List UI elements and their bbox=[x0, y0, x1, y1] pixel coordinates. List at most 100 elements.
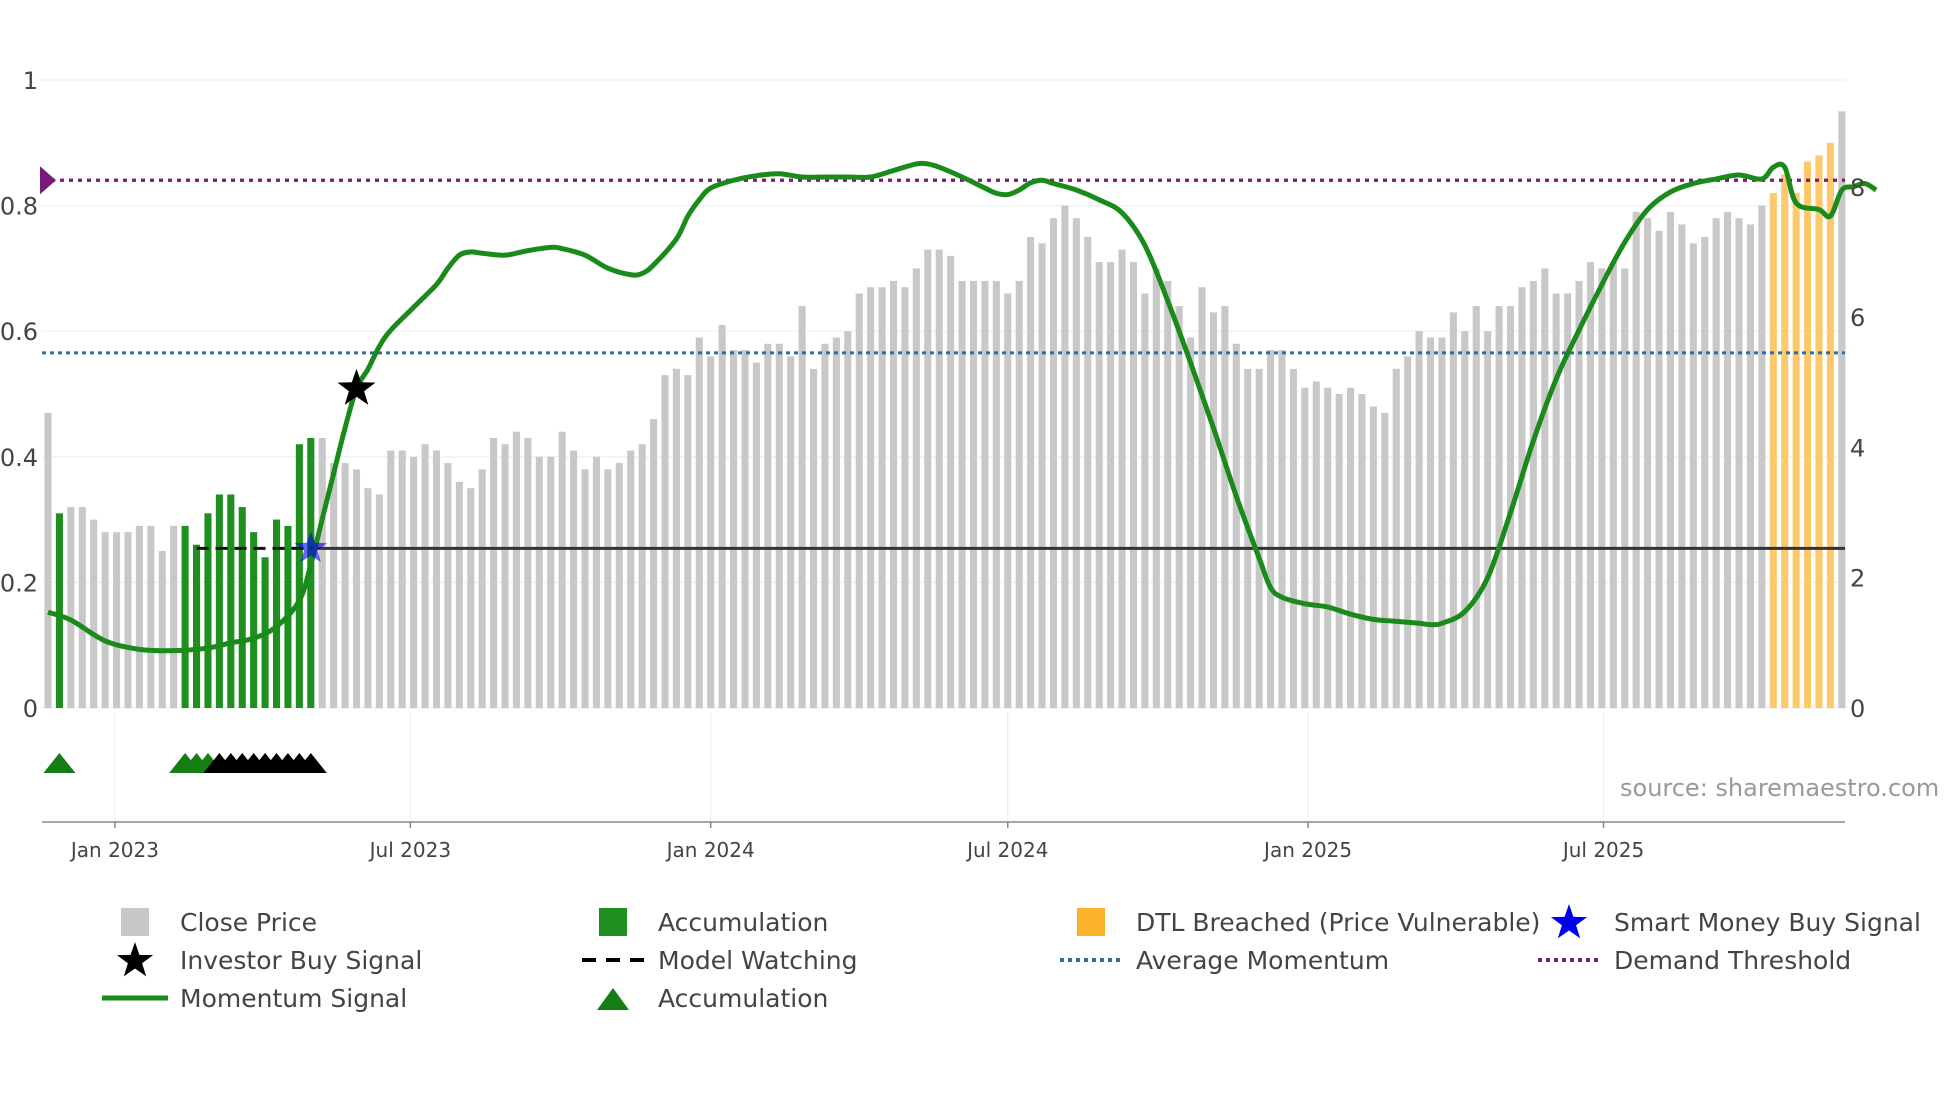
close-price-bar bbox=[375, 494, 383, 708]
close-price-bar bbox=[410, 456, 418, 708]
right-axis-tick: 0 bbox=[1850, 695, 1865, 723]
close-price-bar bbox=[1564, 293, 1572, 708]
close-price-bar bbox=[1472, 306, 1480, 708]
left-axis-tick: 0.8 bbox=[0, 193, 38, 221]
close-price-bar bbox=[524, 437, 532, 708]
close-price-bar bbox=[718, 324, 726, 708]
close-price-bar bbox=[1495, 306, 1503, 708]
x-axis-tick: Jan 2025 bbox=[1262, 838, 1352, 862]
close-price-bar bbox=[1232, 343, 1240, 708]
demand-threshold-marker bbox=[40, 166, 56, 195]
accumulation-bar bbox=[272, 519, 281, 708]
close-price-bar bbox=[935, 249, 943, 708]
close-price-bar bbox=[1529, 280, 1537, 708]
close-price-bar bbox=[1735, 218, 1743, 708]
close-price-bar bbox=[1369, 406, 1377, 708]
close-price-bar bbox=[101, 532, 109, 708]
close-price-bar bbox=[1267, 350, 1275, 708]
right-axis-tick: 8 bbox=[1850, 174, 1865, 202]
accumulation-bar bbox=[192, 544, 201, 708]
close-price-bar bbox=[1164, 280, 1172, 708]
close-price-bar bbox=[809, 368, 818, 708]
dtl-breached-bar bbox=[1792, 193, 1800, 709]
close-price-bar bbox=[844, 331, 852, 708]
close-price-bar bbox=[113, 532, 121, 708]
close-price-bar bbox=[1381, 412, 1389, 708]
close-price-bar bbox=[1004, 293, 1012, 708]
close-price-bar bbox=[787, 356, 795, 708]
close-price-bar bbox=[1518, 287, 1526, 708]
close-price-bar bbox=[1746, 224, 1754, 708]
x-axis-tick: Jul 2025 bbox=[1561, 838, 1644, 862]
close-price-bar bbox=[78, 507, 86, 708]
close-price-bar bbox=[444, 463, 452, 708]
close-price-bar bbox=[547, 456, 555, 708]
close-price-bar bbox=[924, 249, 932, 708]
close-price-bar bbox=[855, 293, 863, 708]
close-price-bar bbox=[650, 419, 658, 708]
close-price-bar bbox=[352, 469, 361, 708]
close-price-bar bbox=[170, 525, 178, 708]
close-price-bar bbox=[1129, 262, 1137, 708]
close-price-bar bbox=[1027, 237, 1035, 708]
close-price-bar bbox=[1049, 218, 1058, 708]
accumulation-bar bbox=[204, 513, 212, 708]
close-price-bar bbox=[775, 343, 783, 708]
close-price-bar bbox=[912, 268, 920, 708]
close-price-bar bbox=[512, 431, 521, 708]
reference-lines bbox=[40, 166, 1845, 550]
close-price-bar bbox=[432, 450, 441, 708]
left-axis-tick: 0 bbox=[23, 695, 38, 723]
close-price-bar bbox=[672, 368, 680, 708]
close-price-bar bbox=[1152, 268, 1160, 708]
close-price-bar bbox=[581, 469, 589, 708]
dtl-breached-bar bbox=[1769, 193, 1777, 709]
close-price-bar bbox=[1678, 224, 1686, 708]
close-price-bar bbox=[535, 456, 543, 708]
close-price-bar bbox=[1141, 293, 1149, 708]
dtl-breached-bar bbox=[1826, 142, 1834, 709]
close-price-bar bbox=[764, 343, 772, 708]
close-price-bar bbox=[1289, 368, 1297, 708]
close-price-bar bbox=[741, 350, 749, 708]
axes: 0 0.2 0.4 0.6 0.8 1 0 2 4 6 8 Jan 2023 Jul 2023 Jan 2… bbox=[0, 67, 1865, 862]
close-price-bar bbox=[501, 444, 509, 708]
close-price-bar bbox=[1552, 293, 1560, 708]
close-price-bar bbox=[330, 463, 338, 708]
close-price-bar bbox=[158, 551, 166, 708]
close-price-bar bbox=[889, 280, 898, 708]
close-price-bar bbox=[707, 356, 715, 708]
close-price-bar bbox=[1335, 394, 1343, 708]
close-price-bar bbox=[1724, 211, 1732, 708]
close-price-bar bbox=[1072, 218, 1080, 708]
close-price-bar bbox=[1838, 111, 1846, 708]
close-price-bar bbox=[969, 280, 978, 708]
close-price-bar bbox=[1404, 356, 1412, 708]
close-price-bar bbox=[798, 306, 806, 708]
dtl-breached-bar bbox=[1804, 161, 1812, 708]
close-price-bar bbox=[1118, 249, 1126, 708]
close-price-bar bbox=[615, 463, 623, 708]
close-price-bar bbox=[821, 343, 829, 708]
accumulation-bar bbox=[295, 444, 303, 708]
close-price-bar bbox=[490, 437, 498, 708]
close-price-bar bbox=[661, 375, 669, 708]
close-price-bar bbox=[1278, 350, 1286, 708]
close-price-bar bbox=[695, 337, 703, 708]
left-axis-tick: 1 bbox=[23, 67, 38, 95]
right-axis-tick: 6 bbox=[1850, 304, 1865, 332]
close-price-bar bbox=[1221, 306, 1229, 708]
close-price-bar bbox=[1312, 381, 1320, 708]
close-price-bar bbox=[947, 255, 955, 708]
investor-buy-signal bbox=[337, 368, 376, 405]
close-price-bar bbox=[558, 431, 566, 708]
close-price-bar bbox=[1015, 280, 1023, 708]
close-price-bar bbox=[1175, 306, 1183, 708]
close-price-bar bbox=[627, 450, 635, 708]
accumulation-bar bbox=[227, 494, 235, 708]
close-price-bar bbox=[1621, 268, 1629, 708]
close-price-bar bbox=[1484, 331, 1492, 708]
close-price-bar bbox=[1586, 262, 1595, 708]
close-price-bar bbox=[364, 488, 372, 708]
